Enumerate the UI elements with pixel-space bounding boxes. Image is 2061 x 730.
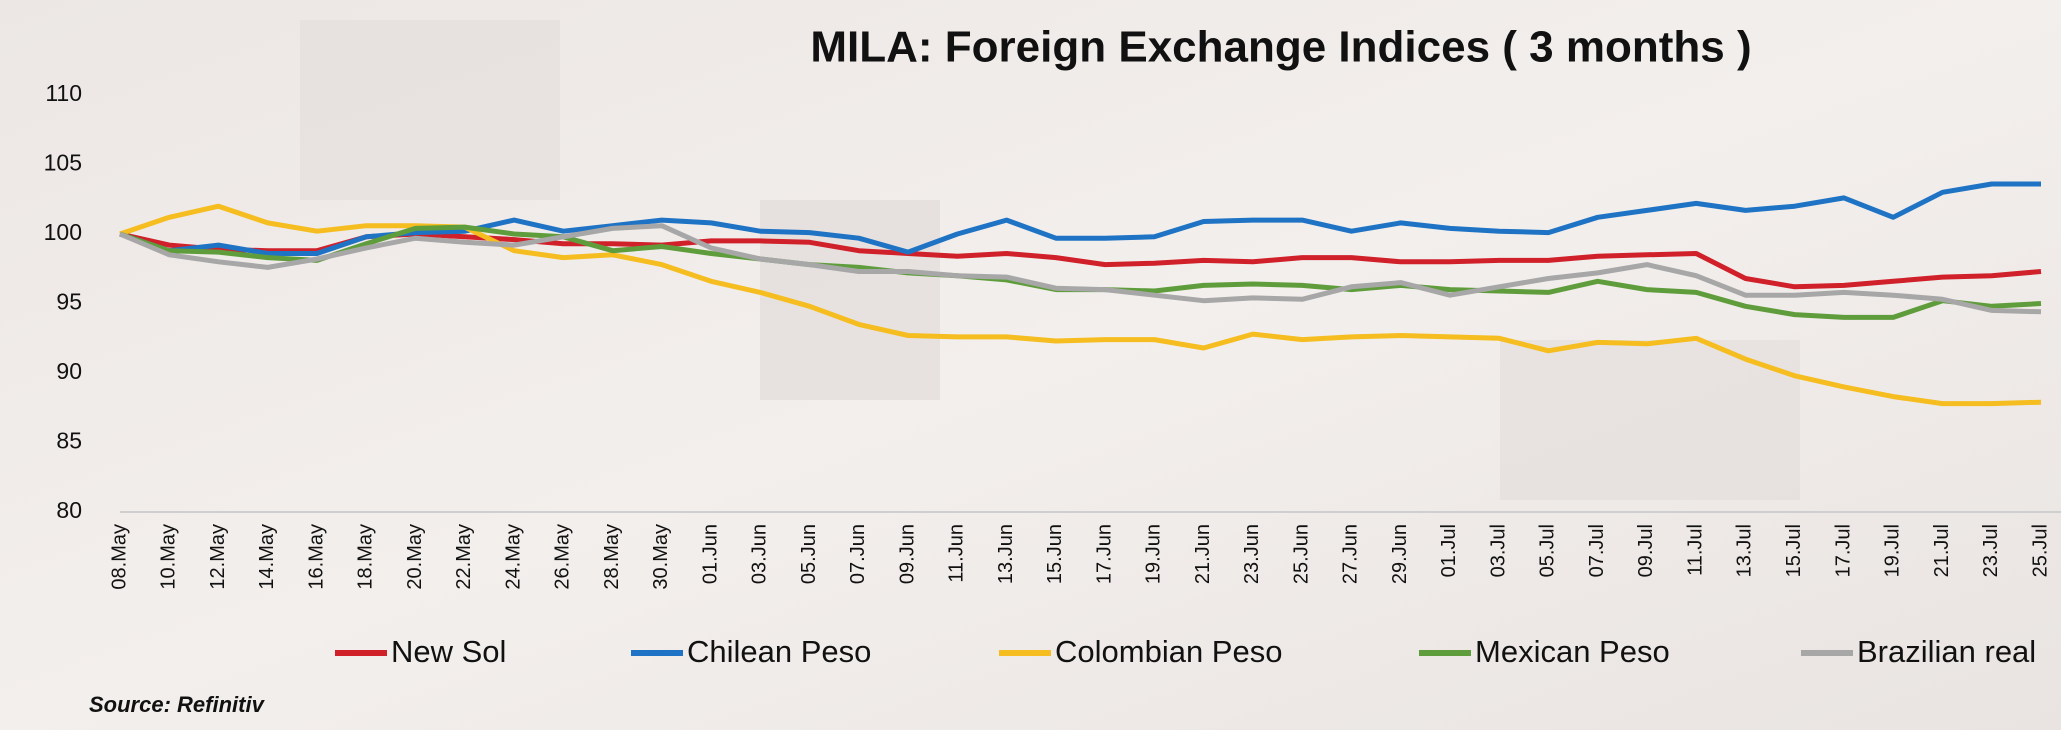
legend-label: Chilean Peso bbox=[687, 634, 871, 669]
x-tick-label: 25.Jul bbox=[2029, 524, 2051, 577]
y-tick-label: 110 bbox=[45, 80, 82, 106]
x-tick-label: 30.May bbox=[650, 524, 672, 590]
x-tick-label: 20.May bbox=[404, 524, 426, 590]
x-tick-label: 05.Jun bbox=[798, 524, 820, 584]
x-tick-label: 03.Jun bbox=[749, 524, 771, 584]
legend-label: Brazilian real bbox=[1857, 634, 2036, 669]
x-tick-label: 21.Jul bbox=[1931, 524, 1953, 577]
background-shape bbox=[1500, 340, 1800, 500]
x-tick-label: 17.Jun bbox=[1093, 524, 1115, 584]
y-tick-label: 105 bbox=[44, 150, 82, 176]
x-tick-label: 07.Jun bbox=[847, 524, 869, 584]
series-line bbox=[119, 181, 2041, 256]
x-tick-label: 13.Jun bbox=[995, 524, 1017, 584]
x-tick-label: 18.May bbox=[355, 524, 377, 590]
background-shape bbox=[300, 20, 560, 200]
x-tick-label: 12.May bbox=[207, 524, 229, 590]
series-line bbox=[119, 223, 2042, 315]
x-tick-label: 09.Jul bbox=[1635, 524, 1657, 577]
x-tick-label: 29.Jun bbox=[1389, 524, 1411, 584]
x-tick-label: 10.May bbox=[158, 524, 180, 590]
x-tick-label: 05.Jul bbox=[1537, 524, 1559, 577]
x-tick-label: 11.Jun bbox=[946, 524, 968, 583]
x-tick-label: 21.Jun bbox=[1192, 524, 1214, 584]
x-tick-label: 07.Jul bbox=[1586, 524, 1608, 577]
x-tick-label: 17.Jul bbox=[1832, 524, 1854, 577]
x-tick-label: 01.Jul bbox=[1438, 524, 1460, 577]
y-tick-label: 100 bbox=[44, 219, 82, 245]
x-tick-label: 23.Jul bbox=[1980, 524, 2002, 577]
x-tick-label: 23.Jun bbox=[1241, 524, 1263, 584]
x-tick-label: 11.Jul bbox=[1684, 524, 1706, 576]
x-tick-label: 25.Jun bbox=[1290, 524, 1312, 584]
x-tick-label: 26.May bbox=[552, 524, 574, 590]
source-note: Source: Refinitiv bbox=[89, 692, 266, 717]
y-tick-label: 85 bbox=[56, 428, 82, 454]
x-tick-label: 15.Jun bbox=[1044, 524, 1066, 584]
x-tick-label: 14.May bbox=[256, 524, 278, 590]
series-line bbox=[119, 231, 2042, 290]
legend-label: Colombian Peso bbox=[1055, 634, 1282, 669]
x-tick-label: 27.Jun bbox=[1340, 524, 1362, 584]
x-tick-label: 08.May bbox=[108, 524, 130, 590]
chart-title: MILA: Foreign Exchange Indices ( 3 month… bbox=[810, 23, 1751, 72]
x-tick-label: 22.May bbox=[453, 524, 475, 590]
x-tick-label: 24.May bbox=[502, 524, 524, 590]
x-tick-label: 28.May bbox=[601, 524, 623, 590]
x-tick-label: 03.Jul bbox=[1487, 524, 1509, 577]
legend-label: New Sol bbox=[391, 634, 506, 669]
x-tick-label: 19.Jul bbox=[1882, 524, 1904, 577]
x-tick-label: 19.Jun bbox=[1143, 524, 1165, 584]
x-tick-label: 01.Jun bbox=[699, 524, 721, 584]
x-tick-label: 09.Jun bbox=[896, 524, 918, 584]
y-tick-label: 90 bbox=[56, 358, 82, 384]
y-tick-label: 80 bbox=[56, 497, 82, 523]
x-tick-label: 15.Jul bbox=[1783, 524, 1805, 577]
x-tick-label: 16.May bbox=[305, 524, 327, 590]
y-tick-label: 95 bbox=[56, 289, 82, 315]
legend-label: Mexican Peso bbox=[1475, 634, 1670, 669]
x-tick-label: 13.Jul bbox=[1734, 524, 1756, 577]
